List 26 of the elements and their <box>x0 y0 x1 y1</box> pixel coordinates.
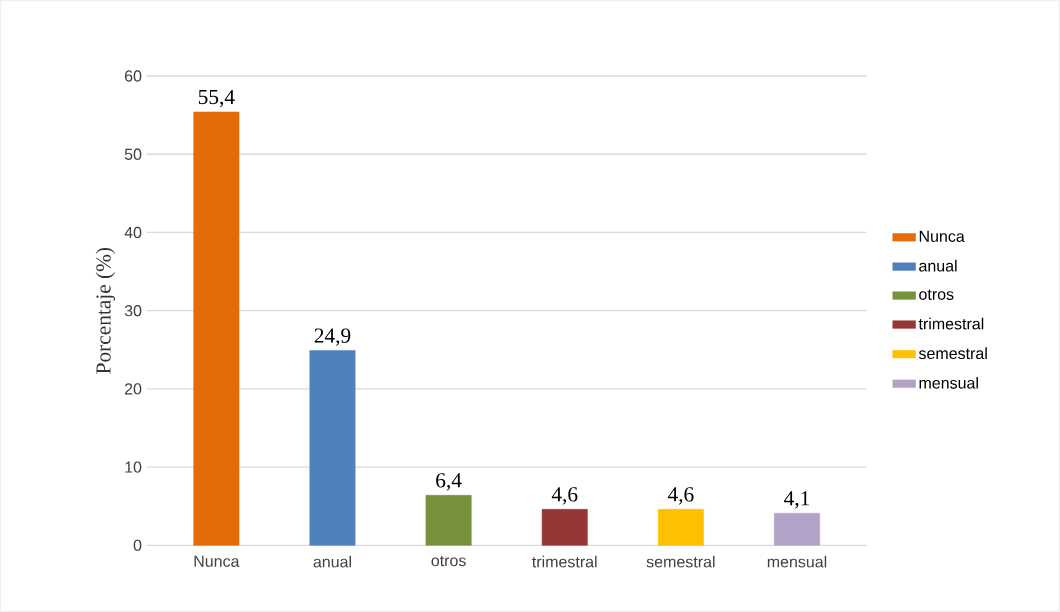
data-label: 24,9 <box>314 328 351 346</box>
legend-label: mensual <box>919 376 978 389</box>
x-tick-label: mensual <box>767 555 827 568</box>
x-tick-label: trimestral <box>532 555 597 568</box>
data-label: 55,4 <box>198 89 235 108</box>
y-tick-label: 20 <box>124 383 142 395</box>
legend-label: semestral <box>918 347 987 360</box>
y-axis-title: Porcentaje (%) <box>95 247 116 374</box>
y-tick-label: 0 <box>133 539 142 551</box>
data-label: 4,6 <box>667 487 694 505</box>
data-label: 4,1 <box>784 491 810 509</box>
x-tick-label: semestral <box>646 555 715 568</box>
x-tick-label: anual <box>313 555 351 568</box>
y-tick-label: 50 <box>124 148 142 160</box>
legend-label: trimestral <box>918 317 984 330</box>
x-tick-label: otros <box>431 555 466 567</box>
y-tick-label: 60 <box>124 70 142 82</box>
y-tick-label: 10 <box>125 461 142 473</box>
legend-label: anual <box>919 259 957 272</box>
y-tick-label: 30 <box>124 305 142 317</box>
y-tick-label: 40 <box>124 226 142 239</box>
data-label: 6,4 <box>436 473 462 491</box>
legend-label: Nunca <box>919 230 965 242</box>
x-tick-label: Nunca <box>194 555 240 567</box>
data-label: 4,6 <box>551 487 578 505</box>
legend-label: otros <box>919 289 954 300</box>
